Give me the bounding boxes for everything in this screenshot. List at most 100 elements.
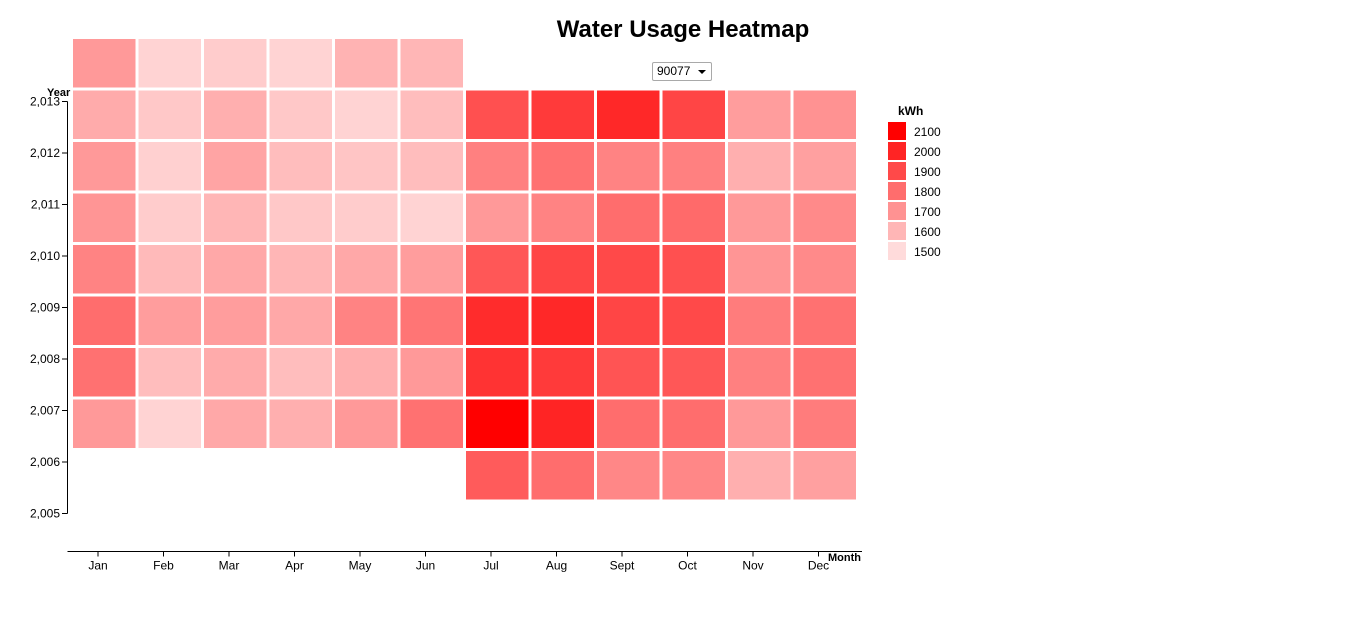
y-axis: 2,005 2,006 2,007 2,008 2,009 2,010 2,011 2,012…: [30, 87, 71, 521]
y-tick-label: 2,008: [30, 352, 60, 366]
legend-title: kWh: [898, 104, 923, 118]
heatmap-cell-2006-feb: [138, 399, 201, 448]
legend-label: 1900: [914, 165, 941, 179]
heatmap-cell-2006-dec: [793, 399, 856, 448]
y-axis-title: Year: [47, 87, 71, 99]
legend-swatch: [888, 182, 906, 200]
heatmap-cell-2005-sept: [597, 451, 660, 500]
heatmap-cell-2008-nov: [728, 296, 791, 345]
heatmap-cell-2006-jul: [466, 399, 529, 448]
heatmap-cell-2013-mar: [204, 39, 267, 88]
y-tick-label: 2,012: [30, 146, 60, 160]
heatmap-cell-2012-mar: [204, 90, 267, 139]
heatmap-cell-2007-apr: [269, 348, 332, 397]
legend-swatch: [888, 162, 906, 180]
heatmap-cell-2006-jun: [400, 399, 463, 448]
heatmap-cell-2011-nov: [728, 142, 791, 191]
heatmap-cell-2013-may: [335, 39, 398, 88]
heatmap-cell-2012-jul: [466, 90, 529, 139]
heatmap-cell-2008-aug: [531, 296, 594, 345]
heatmap-cell-2010-may: [335, 193, 398, 242]
heatmap-cell-2008-jul: [466, 296, 529, 345]
x-axis-title: Month: [828, 552, 861, 564]
x-tick-label: Oct: [678, 559, 697, 573]
heatmap-cell-2010-sept: [597, 193, 660, 242]
heatmap-cell-2012-sept: [597, 90, 660, 139]
heatmap-cell-2009-mar: [204, 245, 267, 294]
heatmap-cell-2006-nov: [728, 399, 791, 448]
heatmap-cell-2011-jul: [466, 142, 529, 191]
heatmap-cell-2006-aug: [531, 399, 594, 448]
heatmap-cell-2011-sept: [597, 142, 660, 191]
heatmap-cell-2011-aug: [531, 142, 594, 191]
heatmap-cell-2007-jan: [73, 348, 136, 397]
heatmap-cell-2009-jan: [73, 245, 136, 294]
heatmap-cell-2006-may: [335, 399, 398, 448]
legend-label: 1700: [914, 205, 941, 219]
legend: kWh 2100 2000 1900 1800 1700 1600 1500: [888, 104, 941, 260]
heatmap-cell-2011-may: [335, 142, 398, 191]
heatmap-cell-2005-nov: [728, 451, 791, 500]
y-tick-label: 2,010: [30, 249, 60, 263]
heatmap-cell-2011-apr: [269, 142, 332, 191]
heatmap-cell-2009-jul: [466, 245, 529, 294]
heatmap-cell-2013-jan: [73, 39, 136, 88]
chevron-down-icon: [698, 70, 706, 74]
legend-swatch: [888, 142, 906, 160]
heatmap-cell-2009-aug: [531, 245, 594, 294]
heatmap-cell-2005-oct: [662, 451, 725, 500]
x-tick-label: Mar: [219, 559, 240, 573]
heatmap-cell-2007-feb: [138, 348, 201, 397]
heatmap-cell-2011-dec: [793, 142, 856, 191]
legend-label: 1800: [914, 185, 941, 199]
heatmap-cell-2008-apr: [269, 296, 332, 345]
heatmap-cell-2012-nov: [728, 90, 791, 139]
heatmap-cell-2007-nov: [728, 348, 791, 397]
heatmap-cell-2012-dec: [793, 90, 856, 139]
heatmap-cell-2007-sept: [597, 348, 660, 397]
x-tick-label: Nov: [742, 559, 763, 573]
heatmap-cell-2008-jan: [73, 296, 136, 345]
heatmap-cell-2007-may: [335, 348, 398, 397]
x-tick-label: Jan: [88, 559, 107, 573]
heatmap-cell-2007-dec: [793, 348, 856, 397]
heatmap-cell-2006-apr: [269, 399, 332, 448]
legend-label: 2000: [914, 145, 941, 159]
heatmap-cell-2010-jan: [73, 193, 136, 242]
heatmap-cell-2006-sept: [597, 399, 660, 448]
heatmap-cell-2008-may: [335, 296, 398, 345]
y-tick-label: 2,011: [31, 198, 60, 212]
heatmap-cell-2007-jun: [400, 348, 463, 397]
heatmap-cell-2010-jun: [400, 193, 463, 242]
heatmap-cell-2010-dec: [793, 193, 856, 242]
heatmap-cell-2005-dec: [793, 451, 856, 500]
heatmap-cell-2011-jun: [400, 142, 463, 191]
heatmap-cell-2005-aug: [531, 451, 594, 500]
y-tick-label: 2,005: [30, 507, 60, 521]
x-tick-label: Jun: [416, 559, 435, 573]
heatmap-cell-2010-nov: [728, 193, 791, 242]
legend-label: 1600: [914, 225, 941, 239]
heatmap-cell-2011-oct: [662, 142, 725, 191]
y-tick-label: 2,006: [30, 455, 60, 469]
heatmap-cell-2011-feb: [138, 142, 201, 191]
heatmap-cell-2013-feb: [138, 39, 201, 88]
zip-select-value: 90077: [657, 64, 691, 78]
zip-code-select[interactable]: 90077: [652, 62, 712, 81]
page-title: Water Usage Heatmap: [556, 16, 810, 43]
heatmap-cell-2006-mar: [204, 399, 267, 448]
x-tick-label: Apr: [285, 559, 304, 573]
heatmap-cell-2009-may: [335, 245, 398, 294]
x-tick-label: Sept: [610, 559, 635, 573]
heatmap-cell-2007-aug: [531, 348, 594, 397]
heatmap-cell-2008-oct: [662, 296, 725, 345]
heatmap-cell-2012-may: [335, 90, 398, 139]
heatmap-cell-2009-dec: [793, 245, 856, 294]
heatmap-cell-2013-apr: [269, 39, 332, 88]
heatmap-cell-2008-dec: [793, 296, 856, 345]
heatmap-cell-2010-aug: [531, 193, 594, 242]
heatmap-cell-2010-oct: [662, 193, 725, 242]
x-tick-label: Jul: [483, 559, 498, 573]
heatmap-cell-2009-sept: [597, 245, 660, 294]
